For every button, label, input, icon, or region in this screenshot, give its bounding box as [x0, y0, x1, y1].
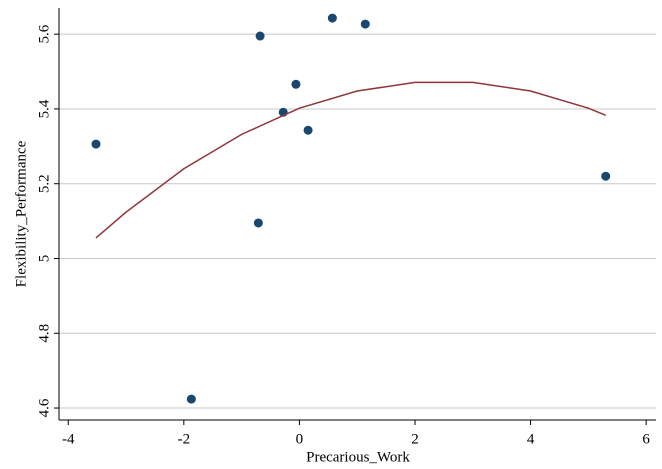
- point: [255, 31, 265, 41]
- y-tick-label: 4.8: [36, 324, 52, 343]
- point: [303, 125, 313, 135]
- x-tick-label: 2: [411, 431, 419, 447]
- point: [601, 171, 611, 181]
- x-tick-label: -2: [178, 431, 191, 447]
- x-tick-label: 0: [296, 431, 304, 447]
- point: [186, 394, 196, 404]
- point: [91, 139, 101, 149]
- y-tick-label: 5.6: [36, 24, 52, 43]
- y-tick-label: 5.2: [36, 174, 52, 193]
- y-axis-label: Flexibility_Performance: [13, 140, 29, 287]
- y-tick-label: 5.4: [36, 99, 52, 118]
- x-tick-label: 6: [642, 431, 650, 447]
- point: [291, 79, 301, 89]
- y-tick-label: 5: [36, 255, 52, 263]
- point: [327, 13, 337, 23]
- x-tick-label: 4: [527, 431, 535, 447]
- point: [360, 19, 370, 29]
- x-tick-label: -4: [62, 431, 75, 447]
- fit-line: [95, 81, 607, 239]
- x-axis-label: Precarious_Work: [306, 449, 410, 465]
- y-tick-label: 4.6: [36, 398, 52, 417]
- point: [253, 218, 263, 228]
